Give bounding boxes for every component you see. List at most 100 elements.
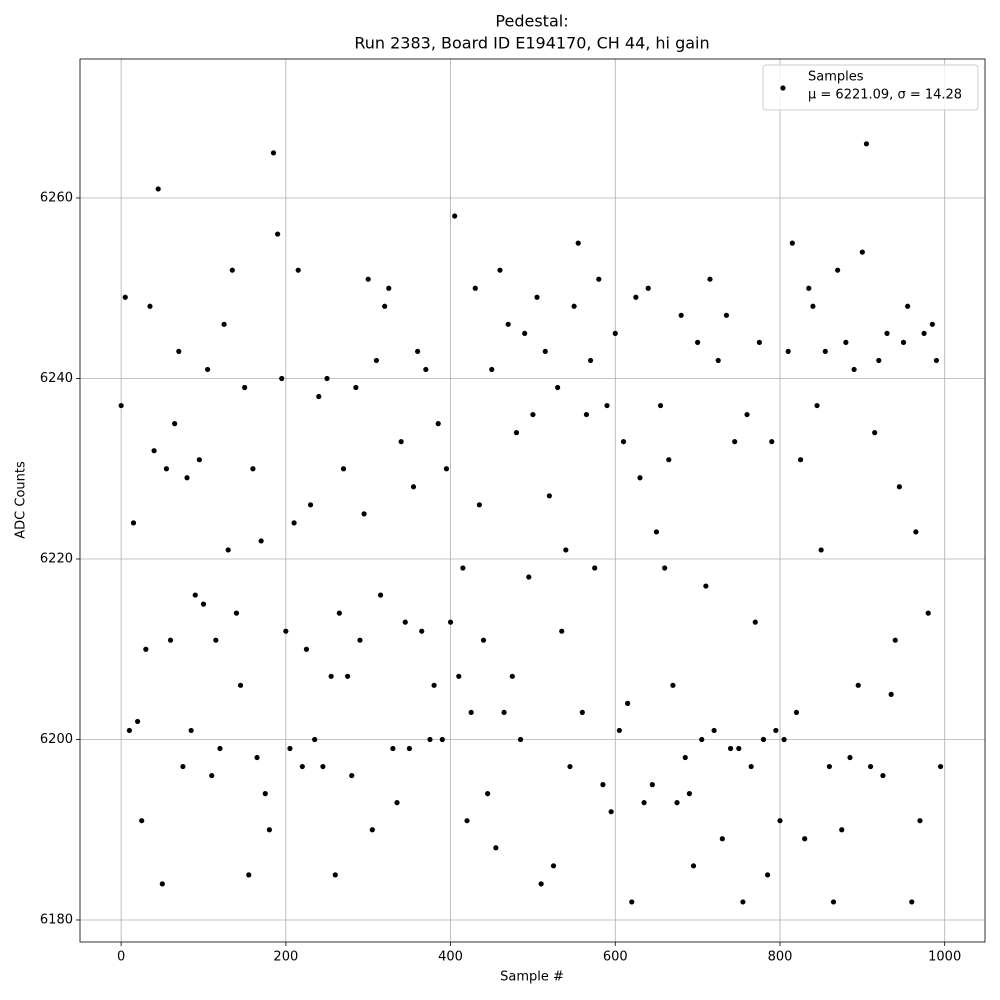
y-tick-label: 6260 <box>40 190 73 205</box>
data-point <box>176 348 182 355</box>
data-point <box>316 393 322 400</box>
x-axis-label: Sample # <box>500 970 564 985</box>
data-point <box>814 402 820 409</box>
data-point <box>843 339 849 345</box>
data-point <box>896 484 902 490</box>
data-point <box>797 457 804 463</box>
data-point <box>369 827 375 833</box>
data-point <box>670 682 676 688</box>
data-point <box>270 150 277 156</box>
data-point <box>695 339 701 345</box>
x-tick-label: 0 <box>117 950 125 965</box>
data-point <box>686 791 692 797</box>
data-point <box>909 899 915 905</box>
data-point <box>851 366 857 373</box>
data-point <box>242 384 248 391</box>
data-point <box>468 709 474 716</box>
data-point <box>707 276 713 282</box>
data-point <box>855 682 861 688</box>
data-point <box>604 402 610 409</box>
data-point <box>711 727 717 734</box>
data-point <box>732 439 738 445</box>
data-point <box>283 628 289 634</box>
data-point <box>517 736 524 743</box>
data-point <box>892 637 898 643</box>
data-point <box>530 411 536 418</box>
y-tick-label: 6200 <box>40 732 73 747</box>
data-point <box>933 357 940 364</box>
data-point <box>167 637 174 643</box>
data-point <box>925 610 931 616</box>
data-point <box>147 303 153 309</box>
data-point <box>653 529 660 535</box>
data-point <box>937 763 944 770</box>
data-point <box>217 745 223 752</box>
data-point <box>905 303 911 309</box>
data-point <box>151 448 157 454</box>
data-point <box>353 384 359 391</box>
data-point <box>279 375 285 382</box>
data-point <box>526 574 532 580</box>
data-point <box>600 782 606 788</box>
legend-label: Samples <box>808 70 864 85</box>
data-point <box>443 466 450 472</box>
data-point <box>616 727 622 734</box>
data-point <box>275 231 281 237</box>
data-point <box>328 673 334 679</box>
data-point <box>719 836 725 842</box>
data-point <box>287 745 293 752</box>
data-point <box>546 493 552 499</box>
data-point <box>192 592 198 598</box>
axes-frame <box>79 58 986 943</box>
data-point <box>386 285 392 291</box>
data-point <box>534 294 540 300</box>
data-point <box>818 547 824 553</box>
data-point <box>781 736 787 743</box>
data-point <box>295 267 301 273</box>
data-point <box>620 439 627 445</box>
data-point <box>258 538 264 544</box>
data-point <box>464 818 470 824</box>
data-point <box>312 736 318 743</box>
x-tick-label: 800 <box>768 950 793 965</box>
data-point <box>299 763 305 770</box>
data-point <box>180 763 186 770</box>
data-point <box>884 330 890 336</box>
data-point <box>390 745 396 752</box>
data-point <box>917 818 923 824</box>
data-point <box>349 772 355 779</box>
data-point <box>625 700 631 706</box>
data-point <box>748 763 754 770</box>
data-point <box>497 267 503 273</box>
data-point <box>756 339 762 345</box>
data-point <box>859 249 865 255</box>
data-point <box>460 565 466 571</box>
data-point <box>785 348 791 355</box>
data-point <box>237 682 244 688</box>
data-point <box>583 411 590 418</box>
data-point <box>435 421 441 427</box>
data-point <box>332 872 338 878</box>
legend-marker <box>780 85 786 91</box>
data-point <box>143 646 149 652</box>
y-tick-label: 6220 <box>40 551 73 566</box>
plot-area: 0 200 400 600 800 1000 6180 6200 6220 6240 6260 Sam… <box>40 58 986 965</box>
data-point <box>159 881 165 887</box>
data-point <box>703 583 709 589</box>
data-point <box>662 565 668 571</box>
data-point <box>579 709 585 716</box>
data-point <box>184 475 190 481</box>
data-point <box>736 745 742 752</box>
y-tick-label: 6240 <box>40 371 73 386</box>
data-point <box>900 339 907 345</box>
data-point <box>419 628 425 634</box>
data-point <box>744 411 750 418</box>
data-point <box>876 357 882 364</box>
data-point <box>307 502 314 508</box>
data-point <box>229 267 235 273</box>
data-point <box>888 691 894 697</box>
data-point <box>398 439 404 445</box>
data-point <box>830 899 837 905</box>
data-point <box>406 745 412 752</box>
data-point <box>377 592 384 598</box>
